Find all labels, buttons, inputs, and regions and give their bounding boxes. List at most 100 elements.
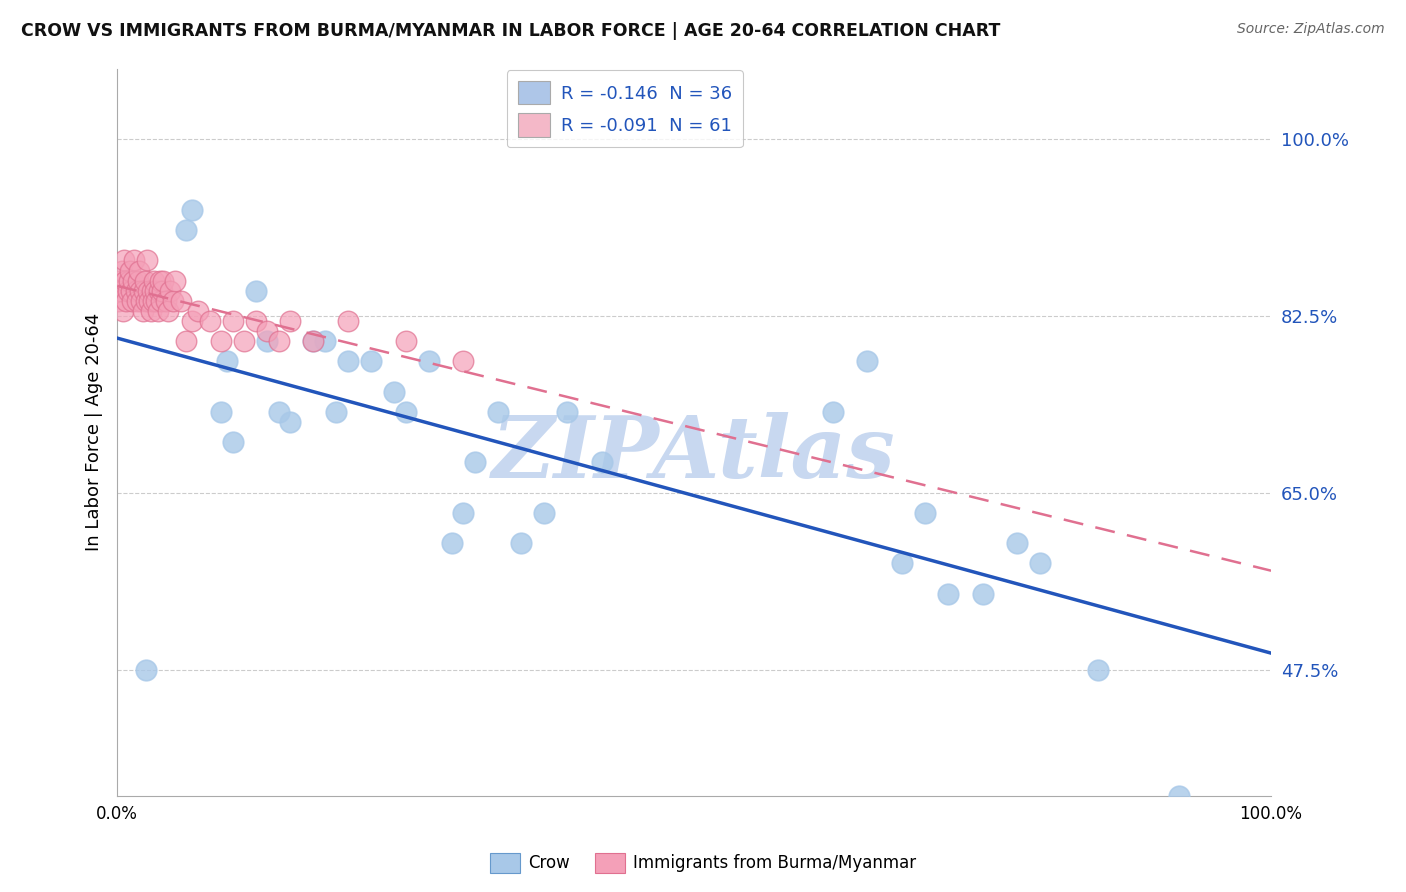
Point — [152, 274, 174, 288]
Point — [143, 274, 166, 288]
Point — [149, 274, 172, 288]
Point — [198, 314, 221, 328]
Point — [267, 405, 290, 419]
Point — [360, 354, 382, 368]
Point — [125, 293, 148, 308]
Point — [159, 284, 181, 298]
Legend: Crow, Immigrants from Burma/Myanmar: Crow, Immigrants from Burma/Myanmar — [484, 847, 922, 880]
Point — [122, 274, 145, 288]
Point — [382, 384, 405, 399]
Point — [132, 284, 155, 298]
Point — [972, 587, 994, 601]
Point — [112, 253, 135, 268]
Point — [148, 284, 170, 298]
Point — [163, 274, 186, 288]
Point — [233, 334, 256, 349]
Point — [155, 293, 177, 308]
Point — [136, 253, 159, 268]
Point — [187, 304, 209, 318]
Point — [169, 293, 191, 308]
Point — [914, 506, 936, 520]
Legend: R = -0.146  N = 36, R = -0.091  N = 61: R = -0.146 N = 36, R = -0.091 N = 61 — [506, 70, 742, 147]
Point — [181, 314, 204, 328]
Point — [142, 293, 165, 308]
Point — [221, 435, 243, 450]
Point — [176, 223, 198, 237]
Point — [209, 334, 232, 349]
Point — [176, 334, 198, 349]
Point — [395, 334, 418, 349]
Point — [1167, 789, 1189, 803]
Text: ZIPAtlas: ZIPAtlas — [492, 412, 896, 496]
Point — [453, 506, 475, 520]
Point — [111, 304, 134, 318]
Point — [278, 415, 301, 429]
Point — [245, 314, 267, 328]
Point — [145, 293, 167, 308]
Point — [215, 354, 238, 368]
Point — [121, 293, 143, 308]
Point — [890, 557, 912, 571]
Point — [156, 304, 179, 318]
Point — [139, 304, 162, 318]
Point — [110, 284, 132, 298]
Point — [302, 334, 325, 349]
Point — [111, 263, 134, 277]
Point — [278, 314, 301, 328]
Text: CROW VS IMMIGRANTS FROM BURMA/MYANMAR IN LABOR FORCE | AGE 20-64 CORRELATION CHA: CROW VS IMMIGRANTS FROM BURMA/MYANMAR IN… — [21, 22, 1001, 40]
Point — [440, 536, 463, 550]
Point — [115, 293, 138, 308]
Point — [221, 314, 243, 328]
Point — [138, 293, 160, 308]
Point — [150, 284, 173, 298]
Point — [134, 274, 156, 288]
Point — [510, 536, 533, 550]
Point — [591, 455, 613, 469]
Point — [114, 274, 136, 288]
Y-axis label: In Labor Force | Age 20-64: In Labor Force | Age 20-64 — [86, 313, 103, 551]
Point — [135, 663, 157, 677]
Point — [107, 293, 129, 308]
Point — [127, 274, 149, 288]
Point — [128, 263, 150, 277]
Point — [453, 354, 475, 368]
Point — [150, 293, 173, 308]
Point — [118, 263, 141, 277]
Point — [325, 405, 347, 419]
Point — [486, 405, 509, 419]
Point — [418, 354, 440, 368]
Point — [336, 354, 359, 368]
Point — [120, 284, 142, 298]
Point — [129, 284, 152, 298]
Point — [821, 405, 844, 419]
Point — [395, 405, 418, 419]
Point — [138, 284, 160, 298]
Point — [256, 324, 278, 338]
Point — [162, 293, 184, 308]
Point — [131, 293, 153, 308]
Point — [555, 405, 578, 419]
Point — [464, 455, 486, 469]
Point — [143, 284, 166, 298]
Point — [314, 334, 336, 349]
Point — [1005, 536, 1028, 550]
Point — [146, 304, 169, 318]
Point — [856, 354, 879, 368]
Point — [302, 334, 325, 349]
Point — [936, 587, 959, 601]
Point — [533, 506, 555, 520]
Point — [1029, 557, 1052, 571]
Point — [245, 284, 267, 298]
Point — [141, 284, 163, 298]
Point — [135, 293, 157, 308]
Point — [118, 274, 141, 288]
Point — [267, 334, 290, 349]
Point — [108, 274, 131, 288]
Point — [256, 334, 278, 349]
Point — [336, 314, 359, 328]
Point — [117, 284, 139, 298]
Point — [124, 284, 146, 298]
Point — [131, 304, 153, 318]
Point — [209, 405, 232, 419]
Point — [124, 253, 146, 268]
